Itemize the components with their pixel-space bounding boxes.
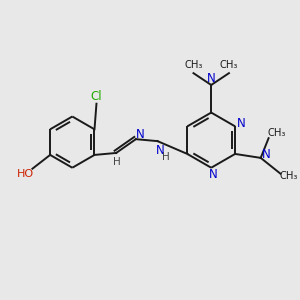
Text: N: N xyxy=(209,168,218,181)
Text: CH₃: CH₃ xyxy=(184,60,203,70)
Text: CH₃: CH₃ xyxy=(267,128,286,138)
Text: Cl: Cl xyxy=(91,90,102,103)
Text: N: N xyxy=(207,72,216,85)
Text: H: H xyxy=(113,157,121,167)
Text: N: N xyxy=(262,148,271,161)
Text: H: H xyxy=(161,152,169,162)
Text: CH₃: CH₃ xyxy=(279,171,298,181)
Text: N: N xyxy=(237,117,245,130)
Text: HO: HO xyxy=(17,169,34,178)
Text: N: N xyxy=(135,128,144,141)
Text: N: N xyxy=(156,143,165,157)
Text: CH₃: CH₃ xyxy=(220,60,238,70)
